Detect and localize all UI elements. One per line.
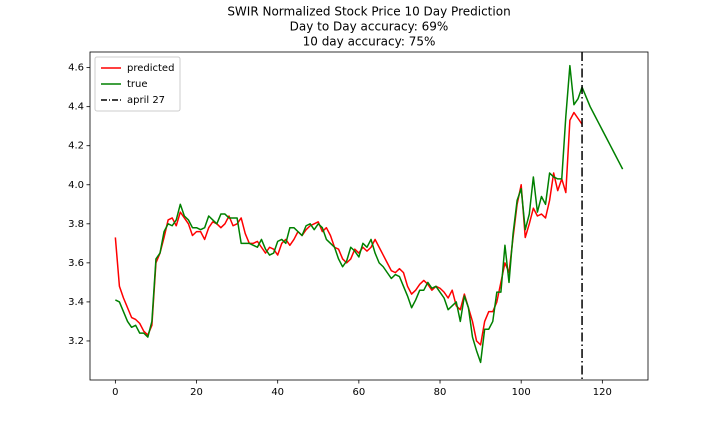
- y-tick-label: 3.4: [68, 297, 84, 308]
- x-tick-label: 80: [434, 387, 447, 398]
- chart-subtitle: Day to Day accuracy: 69%: [290, 20, 449, 34]
- x-tick-label: 20: [190, 387, 203, 398]
- legend: predicted true april 27: [94, 56, 181, 112]
- series-line: [115, 64, 624, 364]
- y-tick-label: 4.6: [68, 63, 84, 74]
- x-tick-label: 100: [512, 387, 531, 398]
- legend-box: [94, 56, 181, 112]
- x-tick-label: 120: [593, 387, 612, 398]
- chart-subtitle: 10 day accuracy: 75%: [303, 35, 436, 49]
- plot-frame: [89, 51, 649, 381]
- y-tick-label: 4.4: [68, 102, 84, 113]
- y-tick-label: 4.0: [68, 180, 84, 191]
- y-tick-label: 3.6: [68, 258, 84, 269]
- x-tick-label: 0: [112, 387, 118, 398]
- y-tick-label: 4.2: [68, 141, 84, 152]
- legend-label: predicted: [127, 63, 174, 74]
- x-tick-label: 40: [271, 387, 284, 398]
- y-tick-label: 3.2: [68, 336, 84, 347]
- x-tick-label: 60: [352, 387, 365, 398]
- chart-title: SWIR Normalized Stock Price 10 Day Predi…: [227, 5, 510, 19]
- legend-label: april 27: [127, 95, 165, 106]
- legend-label: true: [127, 79, 148, 90]
- series-line: [114, 111, 583, 346]
- y-tick-label: 3.8: [68, 219, 84, 230]
